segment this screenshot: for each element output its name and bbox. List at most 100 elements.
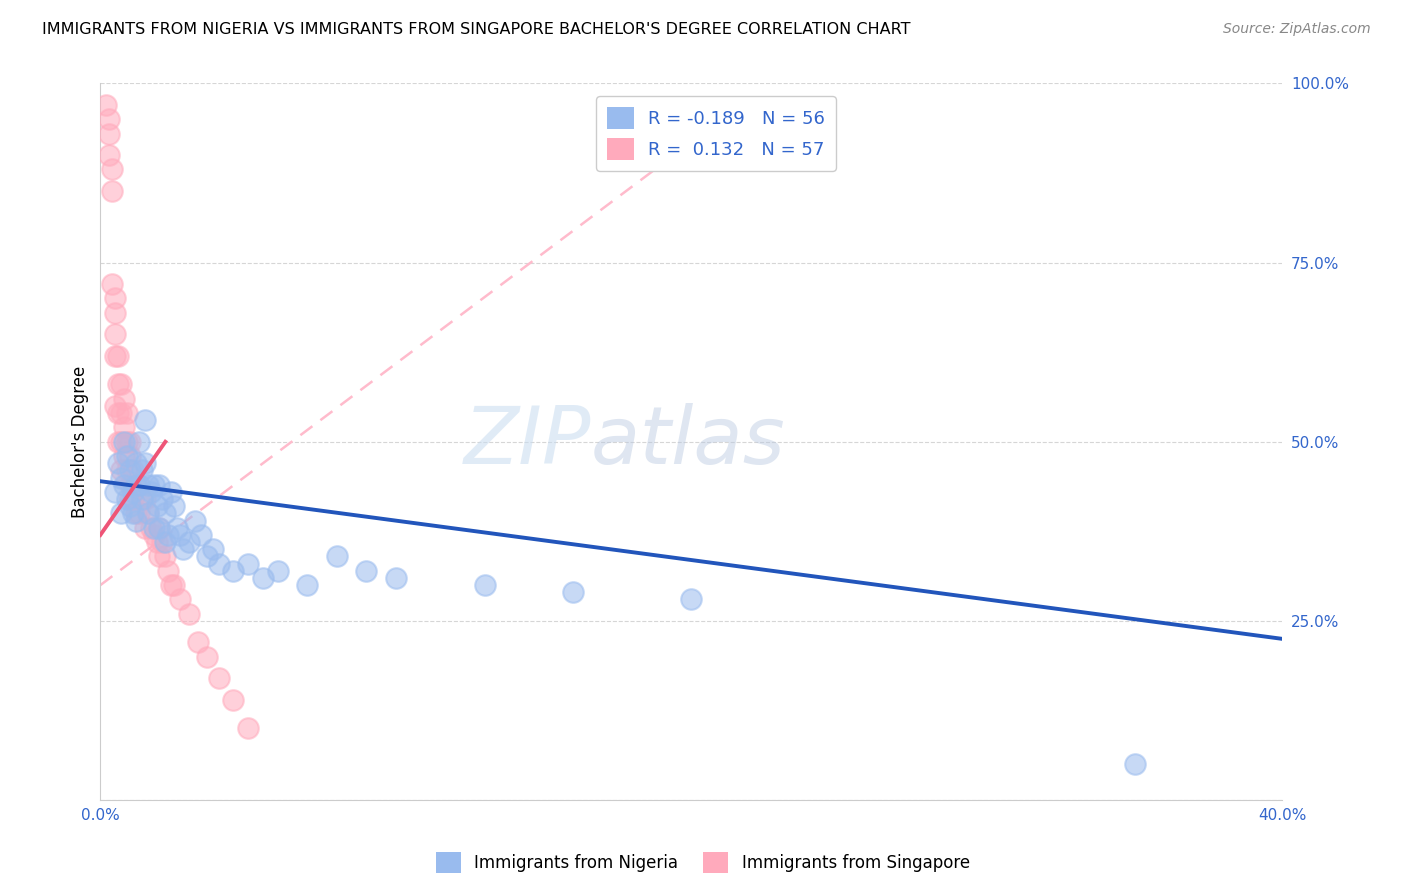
Point (118, 434, 141, 449)
Point (166, 521, 188, 535)
Point (139, 485, 162, 500)
Point (157, 528, 180, 542)
Point (134, 456, 156, 470)
Point (562, 585, 585, 599)
Point (163, 500, 186, 514)
Point (190, 528, 212, 542)
Point (142, 521, 165, 535)
Point (112, 420, 135, 434)
Text: atlas: atlas (591, 403, 786, 481)
Point (110, 406, 132, 420)
Point (112, 392, 135, 406)
Point (110, 463, 132, 477)
Point (104, 349, 127, 363)
Point (107, 377, 129, 392)
Point (98, 148, 121, 162)
Point (125, 456, 148, 470)
Point (107, 406, 129, 420)
Point (136, 507, 159, 521)
Point (104, 399, 127, 413)
Point (236, 557, 259, 571)
Point (98, 112, 121, 127)
Point (148, 549, 170, 564)
Point (121, 463, 143, 477)
Legend: R = -0.189   N = 56, R =  0.132   N = 57: R = -0.189 N = 56, R = 0.132 N = 57 (596, 96, 837, 170)
Point (118, 500, 141, 514)
Point (125, 477, 148, 491)
Point (681, 592, 703, 607)
Point (148, 521, 170, 535)
Point (236, 722, 259, 736)
Point (121, 492, 143, 507)
Legend: Immigrants from Nigeria, Immigrants from Singapore: Immigrants from Nigeria, Immigrants from… (429, 846, 977, 880)
Point (115, 463, 138, 477)
Point (112, 434, 135, 449)
Point (104, 306, 127, 320)
Point (101, 277, 124, 292)
Point (222, 693, 245, 707)
Point (98, 127, 121, 141)
Point (128, 507, 150, 521)
Point (128, 434, 150, 449)
Point (155, 549, 177, 564)
Point (187, 635, 209, 649)
Point (145, 500, 167, 514)
Point (118, 449, 141, 463)
Point (169, 592, 191, 607)
Point (134, 492, 156, 507)
Point (107, 349, 129, 363)
Point (128, 477, 150, 491)
Point (207, 557, 229, 571)
Point (177, 535, 200, 549)
Text: IMMIGRANTS FROM NIGERIA VS IMMIGRANTS FROM SINGAPORE BACHELOR'S DEGREE CORRELATI: IMMIGRANTS FROM NIGERIA VS IMMIGRANTS FR… (42, 22, 911, 37)
Point (112, 477, 135, 491)
Point (155, 535, 177, 549)
Point (252, 571, 274, 585)
Point (118, 463, 141, 477)
Point (131, 492, 153, 507)
Point (118, 477, 141, 491)
Text: Source: ZipAtlas.com: Source: ZipAtlas.com (1223, 22, 1371, 37)
Point (207, 671, 229, 685)
Point (131, 463, 153, 477)
Point (121, 507, 143, 521)
Point (157, 564, 180, 578)
Point (356, 564, 378, 578)
Point (107, 456, 129, 470)
Point (104, 327, 127, 342)
Point (163, 578, 186, 592)
Point (160, 485, 183, 500)
Point (115, 406, 138, 420)
Point (155, 507, 177, 521)
Point (110, 507, 132, 521)
Point (110, 434, 132, 449)
Point (101, 184, 124, 198)
Point (107, 434, 129, 449)
Point (136, 507, 159, 521)
Point (128, 477, 150, 491)
Point (115, 434, 138, 449)
Point (136, 477, 159, 491)
Point (142, 477, 165, 491)
Point (118, 492, 141, 507)
Point (385, 571, 408, 585)
Point (474, 578, 496, 592)
Point (152, 492, 174, 507)
Point (148, 477, 170, 491)
Point (134, 521, 156, 535)
Point (184, 514, 207, 528)
Point (195, 649, 218, 664)
Point (148, 521, 170, 535)
Point (172, 542, 194, 557)
Point (142, 528, 165, 542)
Point (115, 492, 138, 507)
Point (101, 162, 124, 177)
Point (112, 449, 135, 463)
Point (201, 542, 224, 557)
Point (110, 470, 132, 484)
Point (169, 528, 191, 542)
Point (139, 521, 162, 535)
Point (104, 485, 127, 500)
Point (1123, 757, 1146, 772)
Point (121, 485, 143, 500)
